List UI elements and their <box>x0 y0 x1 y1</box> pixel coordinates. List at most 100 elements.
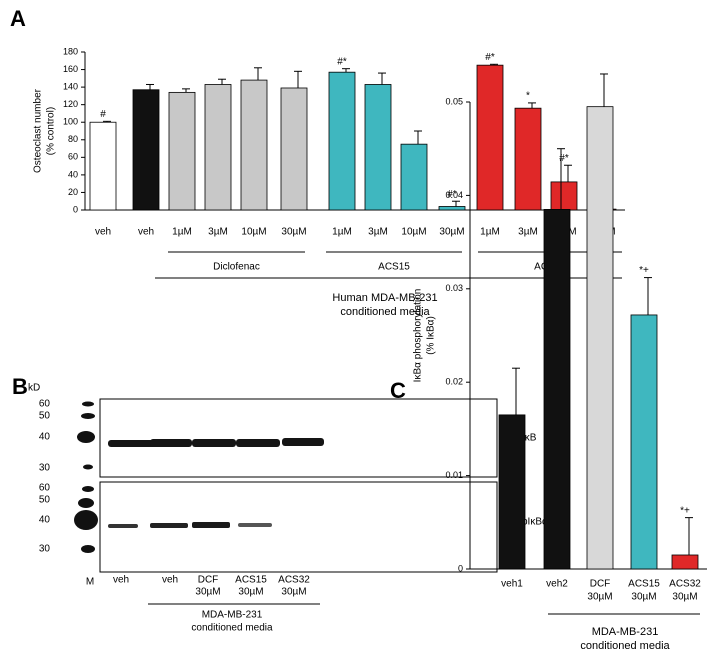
y-axis-label: Osteoclast number <box>33 88 44 173</box>
lane-label: 30µM <box>238 587 263 598</box>
marker-label: 40 <box>39 515 51 526</box>
marker-label: 60 <box>39 399 51 410</box>
footer: MDA-MB-231 <box>592 626 659 638</box>
marker-label: 30 <box>39 463 51 474</box>
blot-panel: B kD 60 50 40 30 60 50 40 30 ◀ IκB ◀ pIκ… <box>12 374 548 634</box>
bar <box>364 84 392 211</box>
bar <box>514 107 542 211</box>
y-tick-label: 0.04 <box>445 190 463 200</box>
marker-label: 40 <box>39 432 51 443</box>
bar <box>280 87 308 211</box>
significance-mark: *+ <box>639 265 649 276</box>
marker-label: 60 <box>39 483 51 494</box>
bar <box>400 143 428 211</box>
x-tick-label: 30µM <box>281 227 306 238</box>
y-tick-label: 0 <box>458 563 463 573</box>
x-tick-label: 10µM <box>241 227 266 238</box>
band-label: IκB <box>522 433 537 444</box>
x-tick-label: 3µM <box>208 227 228 238</box>
y-tick-label: 0 <box>73 204 78 214</box>
bar <box>328 71 356 211</box>
bar <box>204 84 232 211</box>
y-tick-label: 20 <box>68 187 78 197</box>
band-label: pIκBα <box>522 517 548 528</box>
significance-mark: #* <box>337 56 347 67</box>
y-tick-label: 0.01 <box>445 470 463 480</box>
y-tick-label: 100 <box>63 117 78 127</box>
bar <box>132 89 160 211</box>
footer: conditioned media <box>580 640 670 652</box>
x-tick-label: 3µM <box>518 227 538 238</box>
y-tick-label: 40 <box>68 169 78 179</box>
x-tick-label: 1µM <box>172 227 192 238</box>
y-tick-label: 0.02 <box>445 377 463 387</box>
x-tick-label: veh1 <box>501 579 523 590</box>
bar <box>438 206 466 211</box>
y-tick-label: 80 <box>68 134 78 144</box>
lane-label: ACS15 <box>235 575 267 586</box>
y-tick-label: 180 <box>63 46 78 56</box>
bar <box>671 554 699 570</box>
footer: Human MDA-MB-231 <box>332 292 437 304</box>
x-tick-label: veh <box>95 227 111 238</box>
bar <box>240 79 268 211</box>
footer: conditioned media <box>191 623 273 634</box>
lane-label: ACS32 <box>278 575 310 586</box>
significance-mark: #* <box>447 189 457 200</box>
y-tick-label: 160 <box>63 64 78 74</box>
lane-label: 30µM <box>281 587 306 598</box>
x-tick-label: DCF <box>590 579 611 590</box>
y-axis-label: (% IκBα) <box>426 316 437 355</box>
x-tick-label: 1µM <box>480 227 500 238</box>
significance-mark: #* <box>559 153 569 164</box>
bar <box>498 414 526 570</box>
bar <box>168 91 196 211</box>
significance-mark: * <box>526 91 530 102</box>
y-axis-label: (% control) <box>46 107 57 155</box>
lane-label: veh <box>113 575 129 586</box>
panel-letter: C <box>390 378 406 403</box>
y-tick-label: 0.03 <box>445 283 463 293</box>
ladder <box>74 401 98 553</box>
unit-label: kD <box>28 383 40 394</box>
bar <box>630 314 658 570</box>
footer: conditioned media <box>340 306 430 318</box>
y-tick-label: 140 <box>63 81 78 91</box>
y-tick-label: 0.05 <box>445 96 463 106</box>
bar <box>543 209 571 570</box>
significance-mark: #* <box>485 52 495 63</box>
x-tick-label: 30µM <box>672 592 697 603</box>
bar <box>586 106 614 570</box>
x-tick-label: 30µM <box>439 227 464 238</box>
y-tick-label: 120 <box>63 99 78 109</box>
marker-label: 50 <box>39 495 51 506</box>
x-tick-label: veh <box>138 227 154 238</box>
significance-mark: *+ <box>680 505 690 516</box>
lane-label: 30µM <box>195 587 220 598</box>
bands-top <box>108 438 324 447</box>
x-tick-label: 30µM <box>587 592 612 603</box>
group-label: ACS15 <box>378 262 410 273</box>
x-tick-label: 1µM <box>332 227 352 238</box>
marker-label: 30 <box>39 544 51 555</box>
lane-label: veh <box>162 575 178 586</box>
lane-label: DCF <box>198 575 219 586</box>
bar <box>550 181 578 211</box>
x-tick-label: 3µM <box>368 227 388 238</box>
x-tick-label: ACS32 <box>669 579 701 590</box>
bands-bottom <box>108 522 272 528</box>
significance-mark: # <box>100 109 106 120</box>
lane-label: M <box>86 577 94 588</box>
marker-label: 50 <box>39 411 51 422</box>
bar <box>89 121 117 211</box>
panel-letter: B <box>12 374 28 399</box>
x-tick-label: 10µM <box>401 227 426 238</box>
group-label: Diclofenac <box>213 262 260 273</box>
x-tick-label: ACS15 <box>628 579 660 590</box>
x-tick-label: 30µM <box>631 592 656 603</box>
x-tick-label: veh2 <box>546 579 568 590</box>
y-tick-label: 60 <box>68 152 78 162</box>
y-axis-label: IκBα phosphorylation <box>413 289 424 383</box>
footer: MDA-MB-231 <box>202 610 263 621</box>
